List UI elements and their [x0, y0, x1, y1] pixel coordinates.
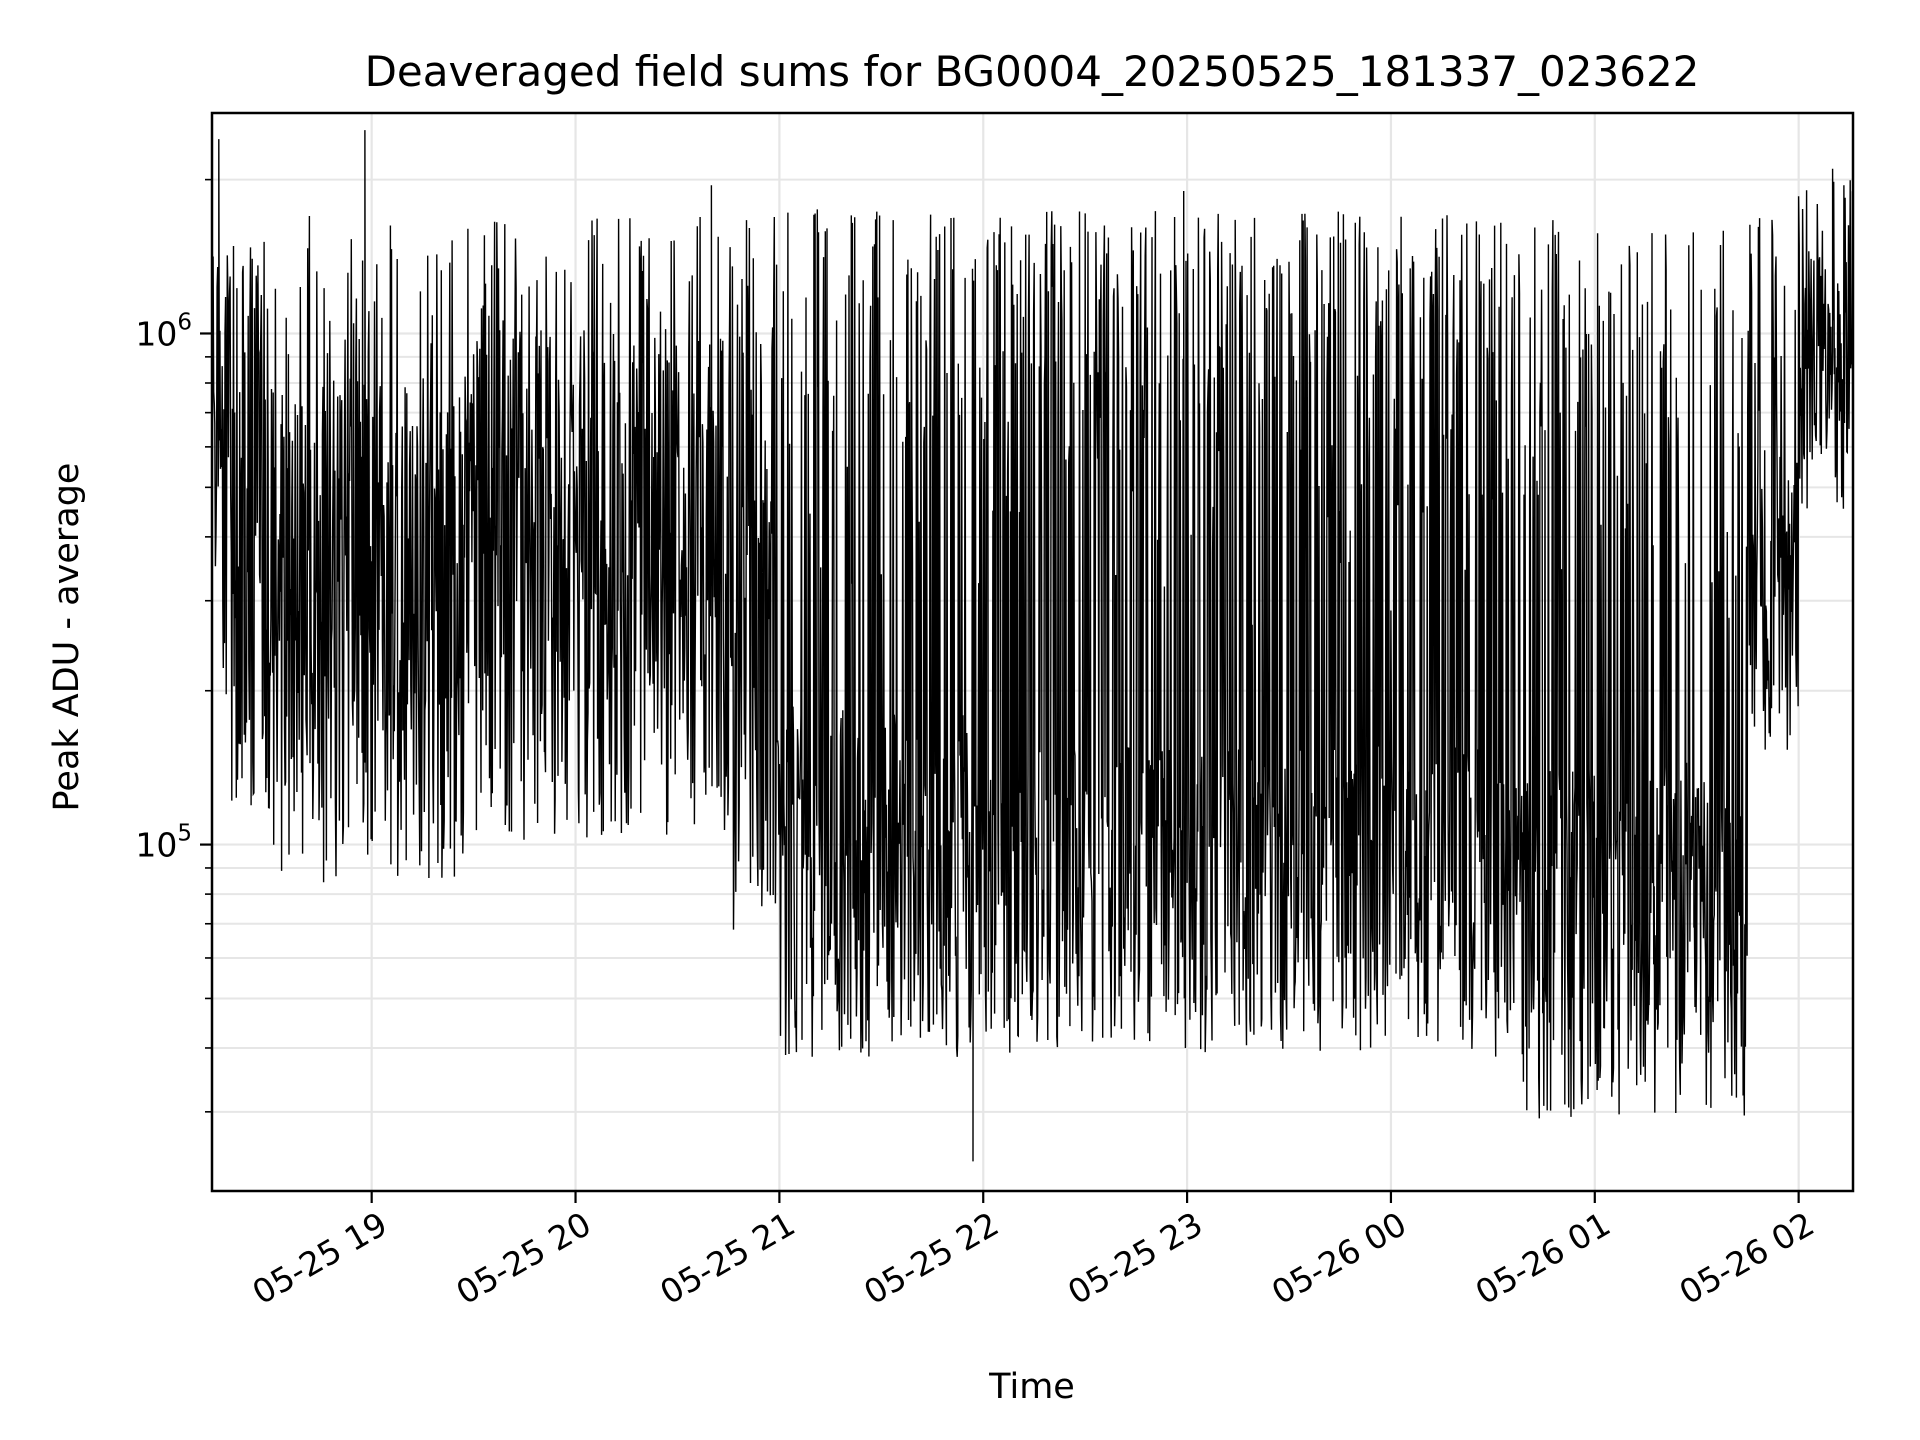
- data-series: [211, 130, 1854, 1162]
- chart-title: Deaveraged field sums for BG0004_2025052…: [365, 47, 1700, 96]
- x-axis-label: Time: [988, 1367, 1075, 1407]
- y-tick-label: 106: [135, 309, 192, 353]
- y-tick-label: 105: [135, 821, 192, 865]
- plot-frame: [210, 111, 1855, 1193]
- series-line: [211, 130, 1854, 1162]
- y-axis-label: Peak ADU - average: [47, 463, 87, 812]
